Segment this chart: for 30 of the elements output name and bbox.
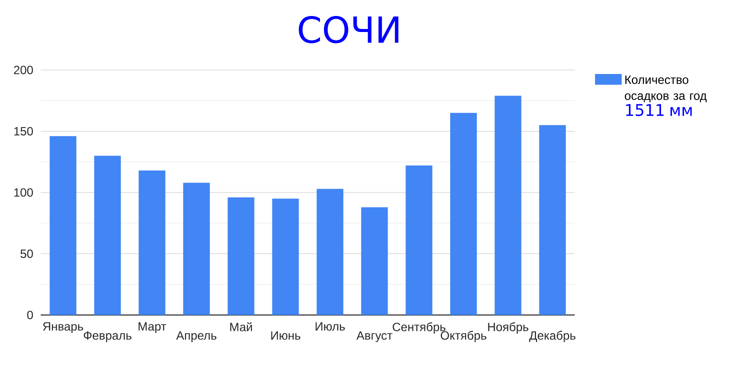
bar (94, 156, 121, 315)
bar (494, 96, 522, 315)
x-tick-label: Август (356, 331, 392, 342)
bar (406, 166, 432, 315)
bar (183, 182, 210, 315)
x-tick-label: Июнь (271, 331, 300, 340)
y-tick-label: 0 (27, 310, 33, 320)
x-tick-label: Июль (316, 322, 345, 331)
x-tick-label: Декабрь (529, 330, 576, 342)
bar (316, 188, 344, 315)
bar (361, 207, 388, 315)
bar (450, 112, 477, 315)
x-tick-label: Апрель (176, 331, 216, 342)
bar (272, 198, 299, 315)
y-tick-label: 50 (20, 249, 33, 258)
legend-label: Количество осадков за год (624, 76, 707, 102)
x-tick-label: Ноябрь (488, 322, 528, 334)
bar (138, 170, 166, 315)
bar (539, 125, 566, 315)
y-tick-label: 150 (14, 126, 33, 136)
y-tick-label: 100 (14, 188, 33, 197)
chart-title: СОЧИ (298, 16, 398, 44)
bar (228, 197, 254, 315)
text: 1511 мм (626, 104, 692, 116)
x-tick-label: Март (138, 322, 166, 334)
x-tick-label: Февраль (84, 331, 132, 342)
y-tick-label: 200 (14, 66, 33, 74)
bar (50, 136, 76, 315)
x-tick-label: Январь (43, 322, 84, 334)
x-tick-label: Май (230, 322, 252, 332)
